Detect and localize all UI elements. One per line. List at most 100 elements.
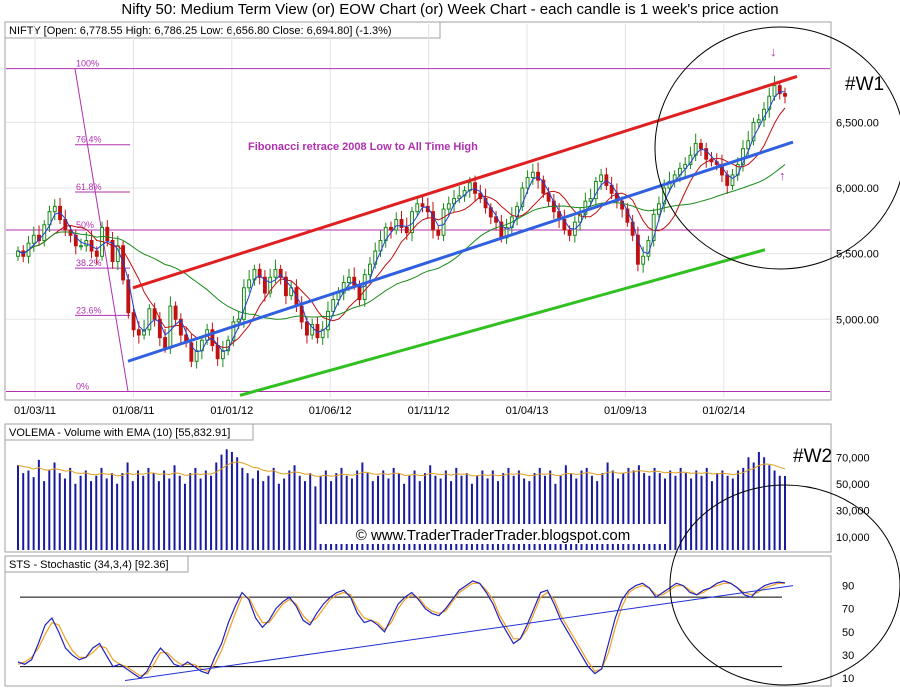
price-x-tick: 01/09/13 xyxy=(604,405,647,417)
moving-averages xyxy=(17,91,786,353)
candle-body xyxy=(241,287,246,320)
fibonacci-levels: 100% 76.4% 61.8% 50% 38.2% 23.6% 0% xyxy=(6,59,830,392)
fib-label: 38.2% xyxy=(76,258,102,268)
candle-body xyxy=(215,345,220,360)
candle-body xyxy=(210,329,215,347)
fib-label: 76.4% xyxy=(76,135,102,145)
volume-header-box xyxy=(4,423,254,441)
candle-body xyxy=(446,203,451,210)
candle-body xyxy=(136,329,141,336)
candle-body xyxy=(173,305,178,320)
candle-body xyxy=(131,312,136,331)
candle-body xyxy=(105,226,110,242)
watermark: © www.TraderTraderTrader.blogspot.com xyxy=(356,527,630,544)
stochastic-header-box xyxy=(4,555,189,573)
candle-body xyxy=(635,234,640,265)
candle-body xyxy=(73,234,78,247)
price-x-tick: 01/08/11 xyxy=(112,405,154,417)
volume-header: VOLEMA - Volume with EMA (10) [55,832.91… xyxy=(9,427,230,439)
volume-y-tick: 70,000 xyxy=(836,452,870,464)
candle-body xyxy=(52,205,57,213)
volume-y-axis: 10,000 30,000 50,000 70,000 xyxy=(836,452,870,544)
candle-body xyxy=(567,229,572,236)
stochastic-d-line xyxy=(17,582,785,677)
candle-body xyxy=(394,219,399,231)
candle-body xyxy=(189,342,194,362)
candle-body xyxy=(257,268,262,278)
price-header: NIFTY [Open: 6,778.55 High: 6,786.25 Low… xyxy=(9,25,392,37)
stochastic-y-tick: 10 xyxy=(842,673,854,685)
candle-body xyxy=(651,213,656,242)
candle-body xyxy=(273,268,278,278)
stochastic-panel xyxy=(4,555,832,687)
fib-label: 23.6% xyxy=(76,305,102,315)
candle-body xyxy=(79,245,83,248)
candle-body xyxy=(231,321,236,341)
candle-body xyxy=(236,318,241,323)
candle-body xyxy=(483,198,488,209)
price-y-tick: 6,000.00 xyxy=(836,183,879,195)
candle-body xyxy=(541,179,546,194)
volume-y-tick: 10,000 xyxy=(836,532,870,544)
candle-body xyxy=(436,229,441,236)
candle-body xyxy=(704,148,709,160)
price-header-box xyxy=(4,21,441,39)
price-x-tick: 01/03/11 xyxy=(14,405,56,417)
ma-fast-line xyxy=(17,91,785,353)
watermark-box xyxy=(318,524,668,544)
price-x-tick: 01/11/12 xyxy=(408,405,450,417)
candle-body xyxy=(178,318,183,336)
candle-body xyxy=(525,177,530,189)
candle-body xyxy=(530,171,535,179)
price-y-tick: 5,500.00 xyxy=(836,249,879,261)
candle-body xyxy=(599,174,604,182)
candle-body xyxy=(756,119,761,123)
arrow-up-icon: ↑ xyxy=(779,168,786,183)
price-y-tick: 5,000.00 xyxy=(836,314,879,326)
candle-body xyxy=(777,85,782,95)
volume-y-tick: 50,000 xyxy=(836,479,870,491)
w2-label: #W2 xyxy=(793,446,832,467)
stochastic-y-axis: 10 30 50 70 90 xyxy=(842,581,854,686)
candle-body xyxy=(467,182,472,192)
fib-label: 50% xyxy=(76,220,94,230)
candle-body xyxy=(331,299,336,312)
fib-label: 61.8% xyxy=(76,182,102,192)
candle-body xyxy=(457,195,462,200)
candle-body xyxy=(746,140,751,150)
candle-body xyxy=(783,93,787,97)
candle-body xyxy=(641,255,646,265)
candle-body xyxy=(368,263,372,276)
candle-body xyxy=(320,329,325,339)
candle-body xyxy=(431,211,435,231)
arrow-down-icon: ↓ xyxy=(770,44,777,59)
candle-body xyxy=(546,192,551,202)
stochastic-y-tick: 50 xyxy=(842,627,854,639)
candle-body xyxy=(142,329,147,336)
candle-body xyxy=(593,180,598,200)
candle-body xyxy=(399,219,404,228)
candle-body xyxy=(389,226,393,231)
trend-mid-line xyxy=(127,140,794,363)
stochastic-lines xyxy=(17,580,794,682)
candle-body xyxy=(415,203,420,213)
candle-body xyxy=(478,192,483,200)
price-x-tick: 01/01/12 xyxy=(210,405,253,417)
volume-y-tick: 30,000 xyxy=(836,505,870,517)
channel-bottom-line xyxy=(239,248,766,397)
candle-body xyxy=(110,240,115,263)
candlesticks xyxy=(16,75,787,369)
stochastic-header: STS - Stochastic (34,3,4) [92.36] xyxy=(9,559,169,571)
stochastic-trend-line xyxy=(124,585,794,682)
candle-body xyxy=(84,240,89,247)
candle-body xyxy=(283,276,288,297)
candle-body xyxy=(473,182,477,194)
candle-body xyxy=(588,198,593,202)
price-x-axis: 01/03/11 01/08/11 01/01/12 01/06/12 01/11/12… xyxy=(14,405,745,417)
fib-note: Fibonacci retrace 2008 Low to All Time H… xyxy=(248,141,478,153)
candle-body xyxy=(725,174,730,186)
candle-body xyxy=(262,276,267,294)
candle-body xyxy=(730,174,735,186)
candle-body xyxy=(772,85,777,97)
